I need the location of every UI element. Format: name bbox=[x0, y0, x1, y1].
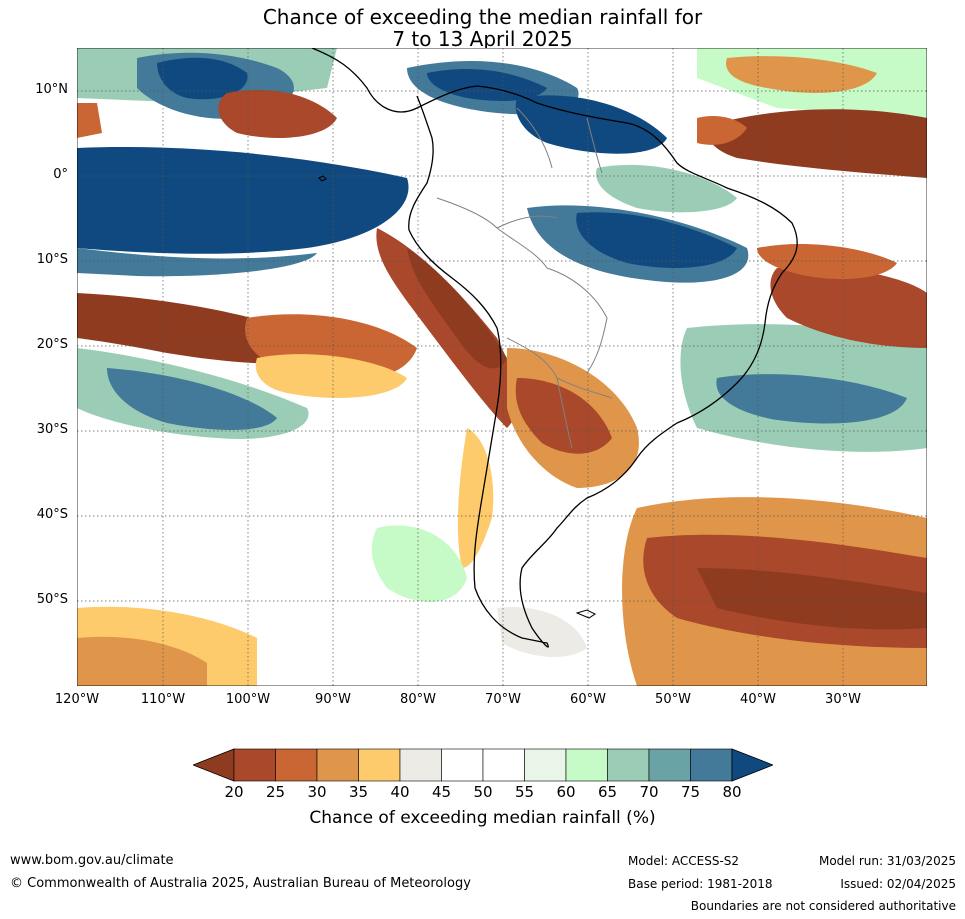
field-yellow-pacific bbox=[255, 354, 407, 398]
field-brown-andes bbox=[376, 228, 518, 428]
colorbar-tick-label: 25 bbox=[265, 783, 286, 801]
footer-base-period: Base period: 1981-2018 bbox=[628, 877, 773, 891]
colorbar-tick-label: 70 bbox=[639, 783, 659, 801]
lon-label-30w: 30°W bbox=[825, 692, 861, 707]
falkland-islands bbox=[575, 609, 596, 619]
colorbar-cell bbox=[524, 748, 567, 782]
colorbar-cell bbox=[275, 748, 318, 782]
colorbar-cell bbox=[399, 748, 442, 782]
field-yellow-patagonia bbox=[457, 428, 494, 568]
colorbar-cell bbox=[482, 748, 525, 782]
colorbar-label: Chance of exceeding median rainfall (%) bbox=[309, 808, 656, 828]
colorbar-over-triangle bbox=[731, 748, 773, 782]
field-blue-south-atlantic bbox=[716, 374, 907, 424]
graticule bbox=[77, 48, 927, 686]
colorbar-cell bbox=[233, 748, 276, 782]
field-darkbrown-southeast bbox=[697, 568, 927, 630]
footer-copyright: © Commonwealth of Australia 2025, Austra… bbox=[10, 876, 471, 891]
colorbar-cell bbox=[690, 748, 733, 782]
map-title-line2: 7 to 13 April 2025 bbox=[392, 27, 573, 51]
lon-label-70w: 70°W bbox=[485, 692, 521, 707]
field-brown-argentina bbox=[515, 378, 612, 454]
footer-url: www.bom.gov.au/climate bbox=[10, 853, 174, 868]
colorbar-cell bbox=[358, 748, 401, 782]
colorbar bbox=[193, 748, 773, 782]
colorbar-cell bbox=[607, 748, 650, 782]
colorbar-under-triangle bbox=[193, 748, 235, 782]
colorbar-tick-label: 20 bbox=[224, 783, 244, 801]
colorbar-tick-label: 75 bbox=[680, 783, 701, 801]
field-green-south-chile bbox=[371, 525, 467, 602]
lat-label-50s: 50°S bbox=[36, 592, 68, 607]
colorbar-cell bbox=[441, 748, 484, 782]
colorbar-tick-label: 35 bbox=[348, 783, 369, 801]
field-orange-northeast bbox=[726, 56, 877, 93]
field-darkblue-guianas bbox=[515, 95, 667, 154]
field-blue-equatorial-edge bbox=[77, 248, 317, 277]
galapagos-islands bbox=[318, 175, 327, 182]
lon-label-120w: 120°W bbox=[54, 692, 100, 707]
field-blue-south-pacific bbox=[107, 368, 277, 430]
lat-label-10s: 10°S bbox=[36, 252, 68, 267]
lat-label-20s: 20°S bbox=[36, 337, 68, 352]
field-brown-north-pacific bbox=[218, 89, 337, 138]
field-darkblue-equatorial bbox=[77, 147, 409, 254]
lat-label-0: 0° bbox=[53, 167, 68, 182]
colorbar-tick-label: 55 bbox=[514, 783, 535, 801]
colorbar-cell bbox=[648, 748, 691, 782]
field-darkblue-north-pacific bbox=[157, 57, 248, 100]
field-green-amazon bbox=[596, 164, 737, 213]
lon-label-90w: 90°W bbox=[315, 692, 351, 707]
field-brown-atlantic-20s bbox=[770, 267, 927, 348]
colorbar-tick-label: 65 bbox=[597, 783, 618, 801]
lat-label-40s: 40°S bbox=[36, 507, 68, 522]
rainfall-probability-map bbox=[77, 48, 927, 686]
colorbar-tick-label: 50 bbox=[473, 783, 493, 801]
footer-issued: Issued: 02/04/2025 bbox=[840, 877, 956, 891]
colorbar-cell bbox=[316, 748, 359, 782]
field-orange-southwest bbox=[77, 636, 207, 686]
colorbar-tick-label: 45 bbox=[431, 783, 452, 801]
field-darkblue-caribbean bbox=[427, 68, 547, 101]
south-america-coastline bbox=[311, 48, 798, 648]
country-borders bbox=[436, 107, 613, 449]
colorbar-tick-label: 40 bbox=[390, 783, 410, 801]
field-darkblue-amazon bbox=[576, 212, 737, 268]
colorbar-tick-label: 80 bbox=[722, 783, 742, 801]
lon-label-60w: 60°W bbox=[570, 692, 606, 707]
lat-label-30s: 30°S bbox=[36, 422, 68, 437]
colorbar-cell bbox=[565, 748, 608, 782]
colorbar-tick-label: 30 bbox=[307, 783, 327, 801]
colorbar-tick-label: 60 bbox=[556, 783, 576, 801]
field-orange-atlantic bbox=[697, 116, 747, 145]
footer-model: Model: ACCESS-S2 bbox=[628, 854, 740, 868]
lon-label-80w: 80°W bbox=[400, 692, 436, 707]
field-orange-atlantic-20s bbox=[757, 243, 897, 280]
field-orange-north-west bbox=[77, 103, 102, 138]
lon-label-40w: 40°W bbox=[740, 692, 776, 707]
field-gray-south bbox=[497, 607, 587, 658]
lon-label-50w: 50°W bbox=[655, 692, 691, 707]
field-darkbrown-andes bbox=[407, 248, 507, 369]
map-title-line1: Chance of exceeding the median rainfall … bbox=[262, 5, 703, 29]
lon-label-110w: 110°W bbox=[140, 692, 186, 707]
field-brown-atlantic bbox=[708, 109, 927, 178]
footer-model-run: Model run: 31/03/2025 bbox=[818, 854, 956, 868]
footer-disclaimer: Boundaries are not considered authoritat… bbox=[690, 899, 956, 913]
lon-label-100w: 100°W bbox=[225, 692, 271, 707]
lat-label-10n: 10°N bbox=[35, 82, 68, 97]
